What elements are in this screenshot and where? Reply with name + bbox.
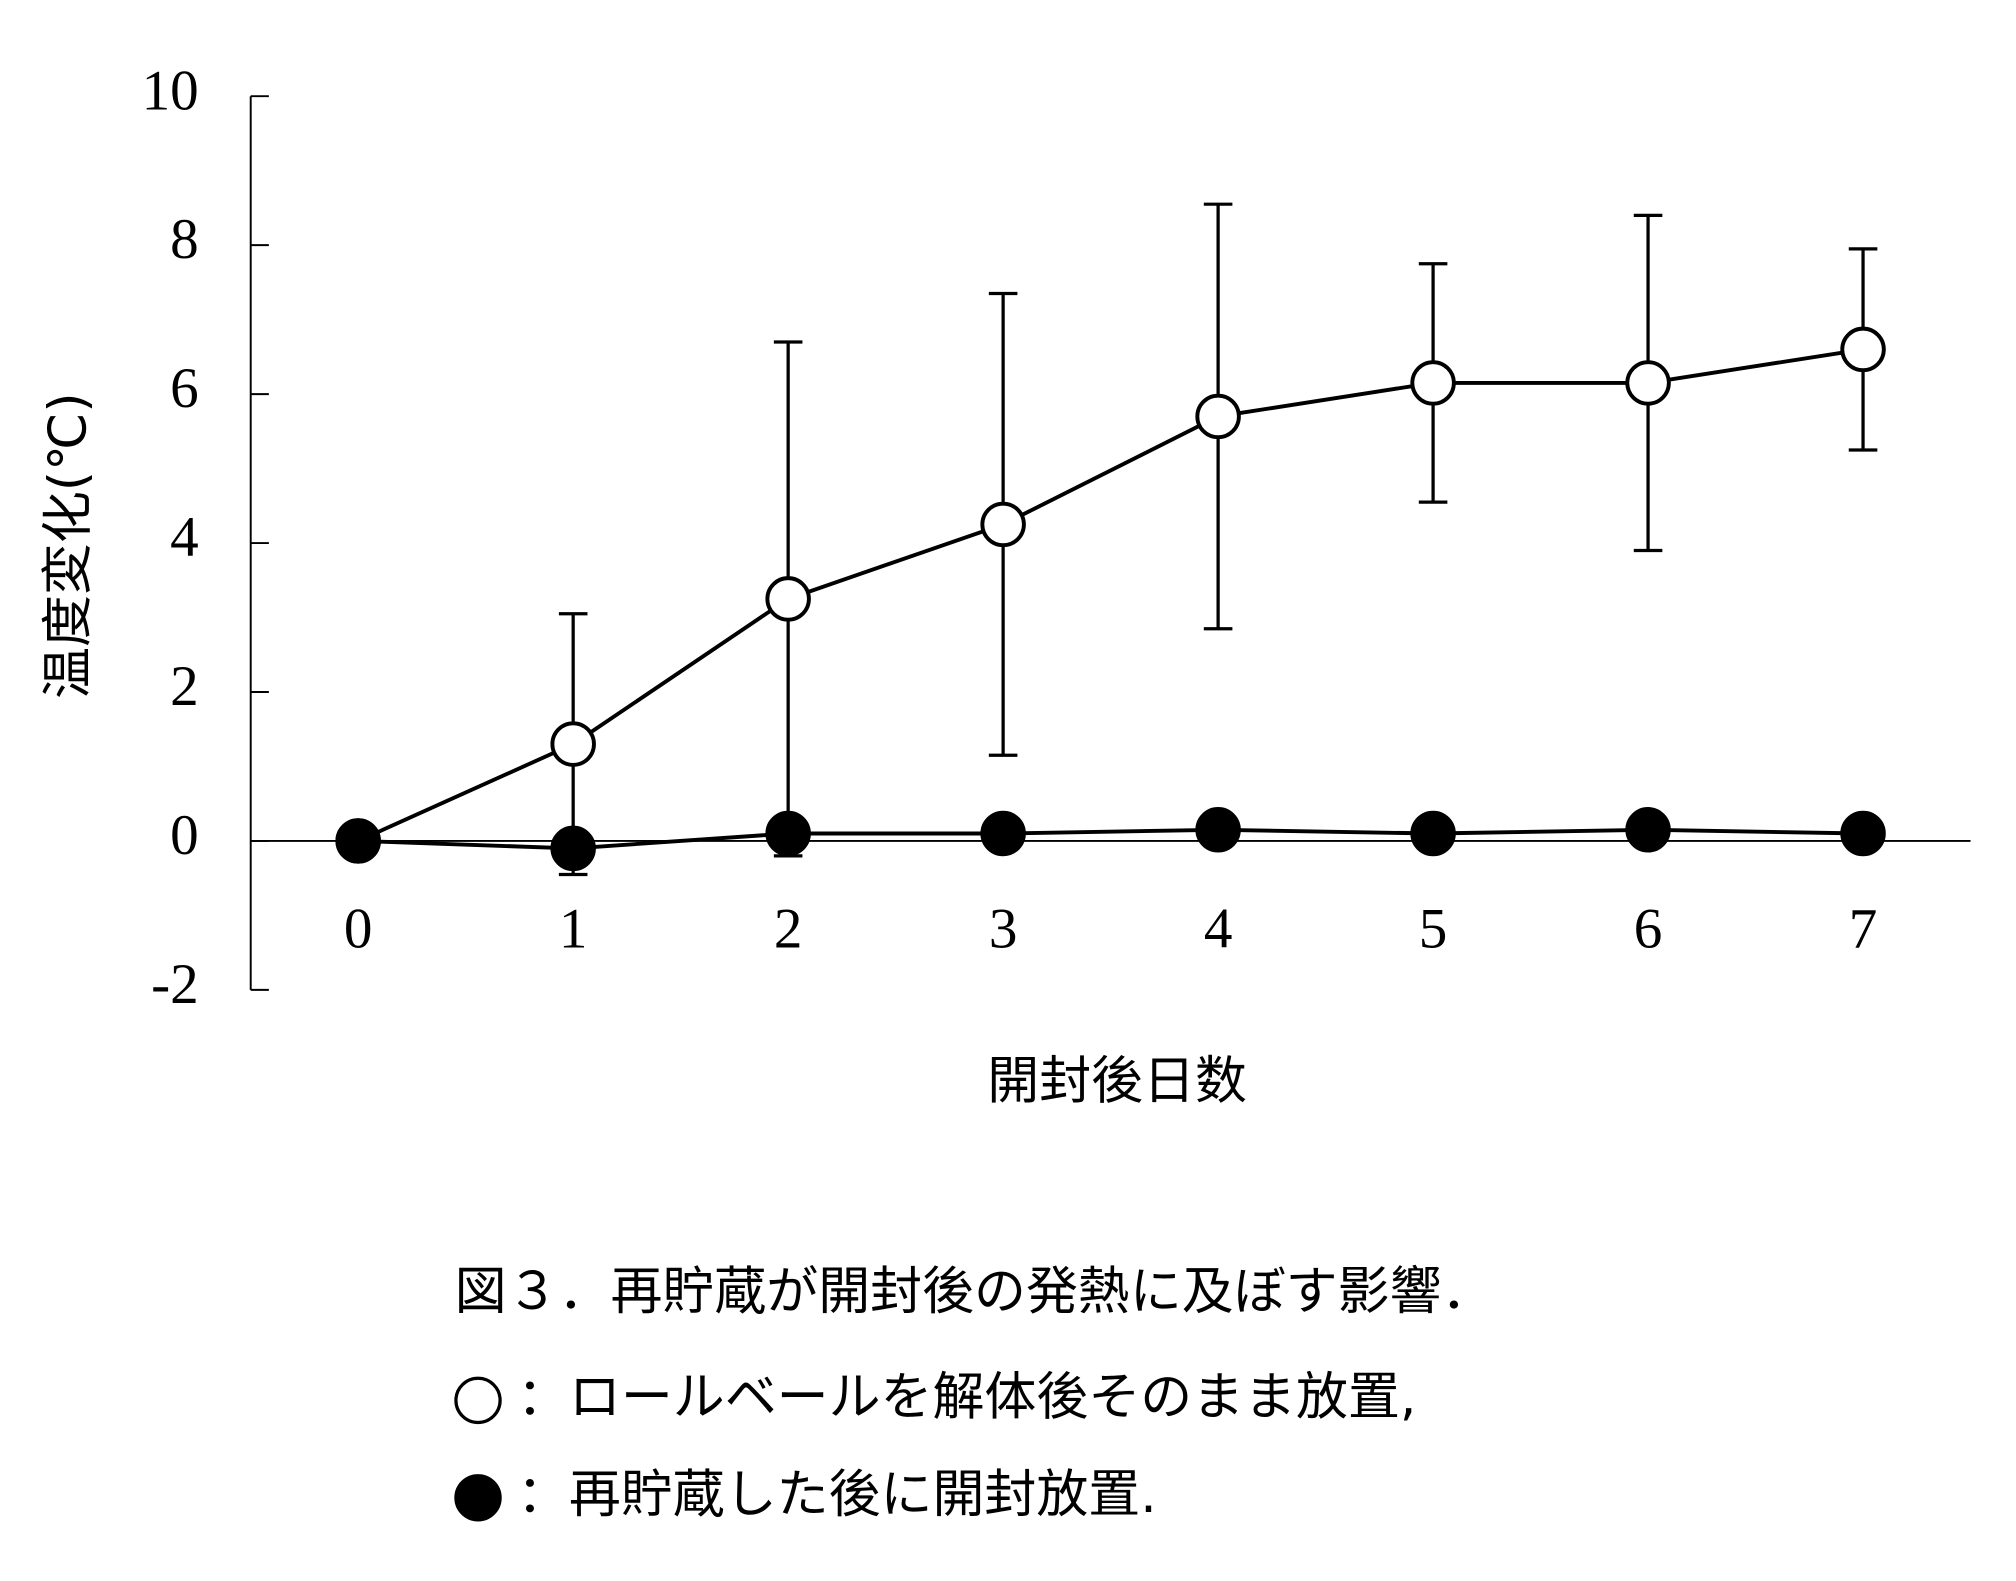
- y-tick-label: 8: [170, 208, 199, 271]
- marker: [980, 501, 1026, 548]
- legend-label: ：ロールベールを解体後そのまま放置,: [517, 1367, 1416, 1427]
- marker: [1840, 326, 1886, 373]
- x-tick-label: 4: [1204, 898, 1233, 961]
- x-tick-label: 2: [774, 898, 803, 961]
- marker: [1195, 807, 1241, 853]
- marker: [335, 818, 381, 864]
- y-tick-label: 6: [170, 357, 199, 420]
- marker: [1625, 360, 1671, 406]
- y-axis-label: 温度変化(℃): [38, 392, 98, 699]
- x-tick-label: 5: [1419, 898, 1448, 961]
- marker: [1840, 810, 1886, 857]
- marker: [1410, 360, 1456, 406]
- x-tick-label: 0: [344, 898, 373, 961]
- caption: 図３．再貯蔵が開封後の発熱に及ぼす影響．: [455, 1262, 1494, 1322]
- legend-marker: [454, 1376, 502, 1425]
- y-tick-label: 4: [170, 506, 199, 569]
- y-tick-label: -2: [151, 953, 199, 1016]
- marker: [765, 810, 811, 857]
- legend-label: ：再貯蔵した後に開封放置.: [517, 1465, 1157, 1525]
- marker: [980, 810, 1026, 857]
- y-tick-label: 0: [170, 804, 199, 867]
- marker: [550, 721, 596, 767]
- x-tick-label: 6: [1634, 898, 1663, 961]
- marker: [1410, 810, 1456, 857]
- y-tick-label: 10: [142, 59, 199, 122]
- x-tick-label: 3: [989, 898, 1018, 961]
- marker: [1625, 807, 1671, 853]
- marker: [765, 576, 811, 622]
- y-tick-label: 2: [170, 655, 199, 718]
- x-tick-label: 7: [1849, 898, 1878, 961]
- series-line: [358, 827, 1864, 851]
- x-tick-label: 1: [559, 898, 588, 961]
- legend-marker: [454, 1474, 502, 1522]
- marker: [1195, 393, 1241, 440]
- marker: [550, 825, 596, 872]
- x-axis-label: 開封後日数: [987, 1052, 1247, 1112]
- series-line: [357, 347, 1864, 843]
